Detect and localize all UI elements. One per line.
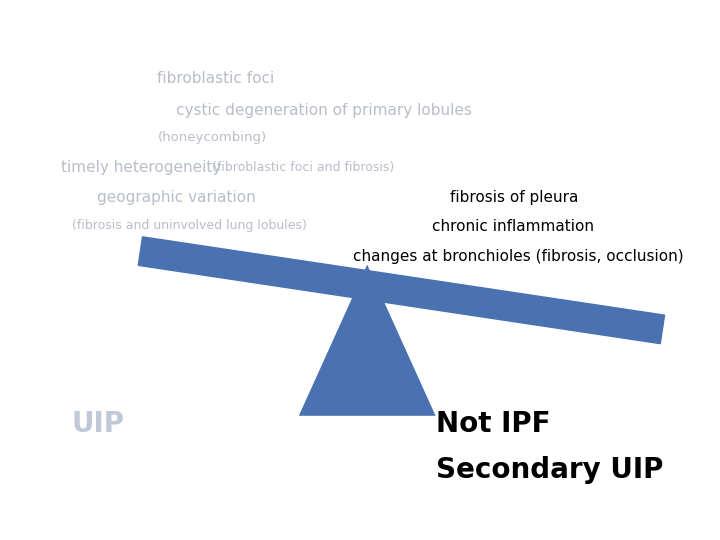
Text: fibrosis of pleura: fibrosis of pleura — [450, 190, 578, 205]
Text: (fibrosis and uninvolved lung lobules): (fibrosis and uninvolved lung lobules) — [72, 219, 307, 232]
Polygon shape — [138, 237, 665, 343]
Text: geographic variation: geographic variation — [97, 190, 256, 205]
Polygon shape — [299, 265, 436, 416]
Text: UIP: UIP — [72, 410, 125, 438]
Text: fibroblastic foci: fibroblastic foci — [158, 71, 274, 86]
Text: Not IPF: Not IPF — [436, 410, 550, 438]
Text: Secondary UIP: Secondary UIP — [436, 456, 663, 484]
Text: chronic inflammation: chronic inflammation — [432, 219, 594, 234]
Text: cystic degeneration of primary lobules: cystic degeneration of primary lobules — [176, 103, 472, 118]
Text: timely heterogeneity: timely heterogeneity — [61, 160, 222, 175]
Text: (honeycombing): (honeycombing) — [158, 131, 267, 144]
Text: changes at bronchioles (fibrosis, occlusion): changes at bronchioles (fibrosis, occlus… — [353, 249, 683, 264]
Text: (fibroblastic foci and fibrosis): (fibroblastic foci and fibrosis) — [212, 161, 395, 174]
